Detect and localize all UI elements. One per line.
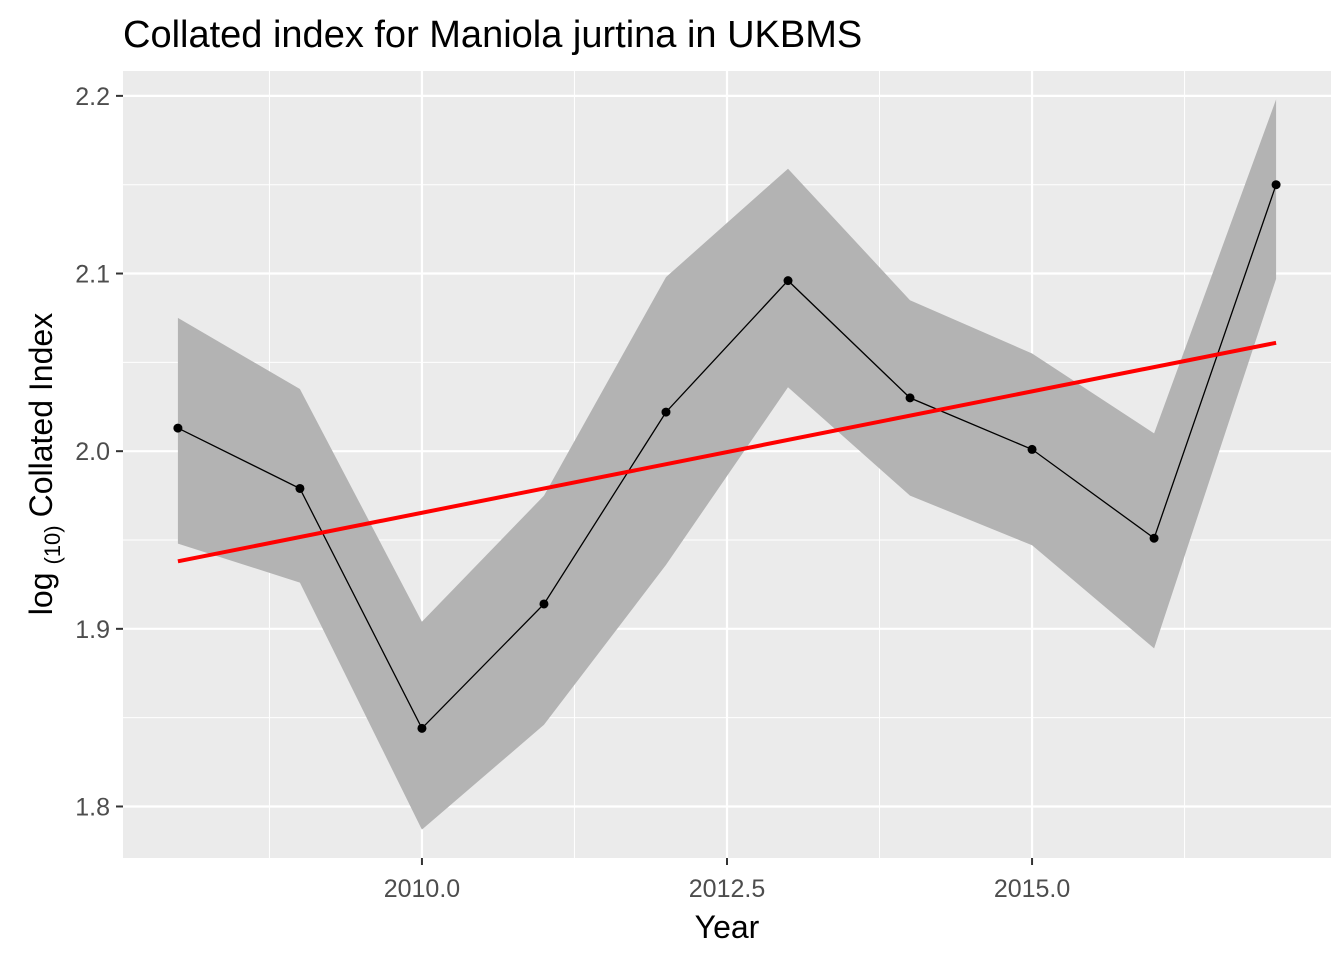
x-tick-label: 2012.5 [689,875,765,903]
data-points [173,180,1281,733]
y-axis-title-subscript: (10) [40,525,65,564]
x-tick-label: 2010.0 [384,875,460,903]
series-line [177,184,1277,730]
data-point [1027,444,1037,454]
x-tick-label: 2015.0 [994,875,1070,903]
trend-line [177,340,1277,564]
data-point [905,393,915,403]
y-axis-ticks: 1.8 1.9 2.0 2.1 2.2 [75,83,123,821]
data-point [1149,533,1159,543]
data-point [417,723,427,733]
confidence-ribbon [177,99,1277,830]
y-tick-label: 2.0 [75,438,110,466]
y-tick-label: 1.9 [75,616,110,644]
data-point [295,483,305,493]
y-tick-label: 1.8 [75,793,110,821]
data-point [1271,180,1281,190]
y-axis-title-suffix: Collated Index [23,313,59,518]
data-point [173,423,183,433]
y-axis-title: log (10) Collated Index [23,313,65,615]
y-tick-label: 2.1 [75,261,110,289]
y-tick-label: 2.2 [75,83,110,111]
y-axis-title-prefix: log [23,573,59,616]
data-point [539,599,549,609]
chart-title: Collated index for Maniola jurtina in UK… [123,14,862,56]
data-point [783,276,793,286]
data-point [661,407,671,417]
x-axis-ticks: 2010.0 2012.5 2015.0 [384,858,1070,903]
x-axis-title: Year [695,909,760,945]
